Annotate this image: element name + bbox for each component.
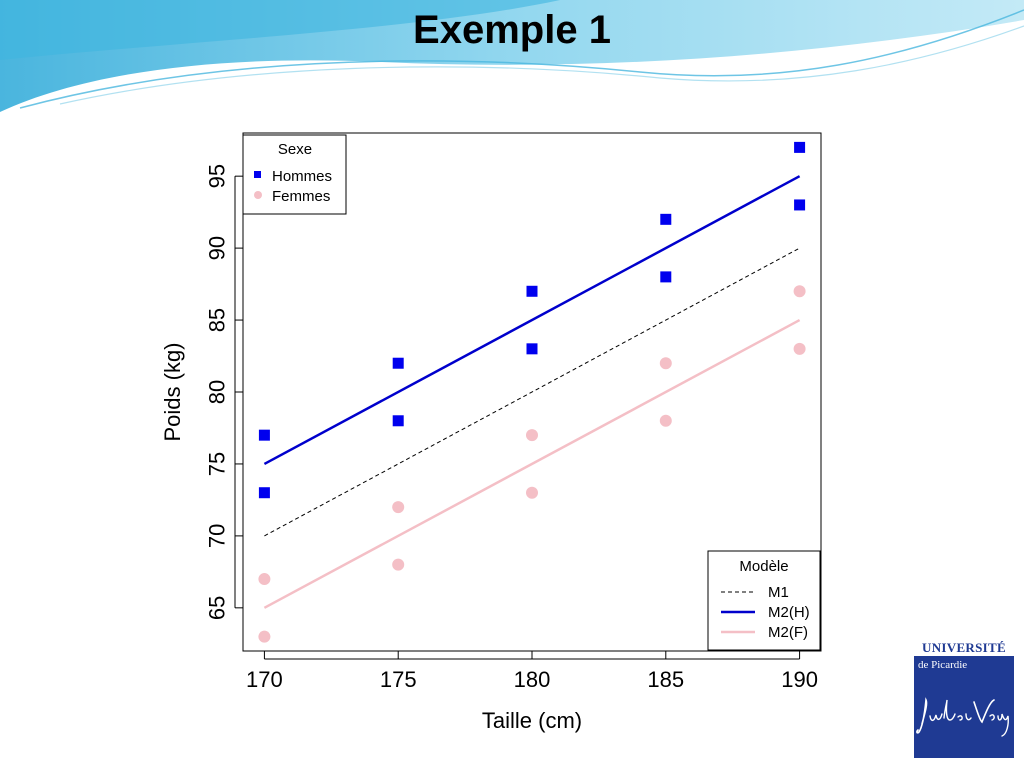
point-femmes-6 [659,357,672,370]
slide-title: Exemple 1 [413,8,611,52]
x-tick-label-175: 175 [380,667,417,692]
point-hommes-3 [392,415,404,427]
legend-m1-label: M1 [768,584,789,601]
y-axis-label: Poids (kg) [160,342,185,441]
model-line-m2f [263,318,801,609]
point-hommes-8 [794,141,806,153]
y-tick-label-70: 70 [205,524,230,548]
legend-m2h-label: M2(H) [768,604,810,621]
legend-femmes-label: Femmes [272,188,330,205]
point-hommes-5 [526,343,538,355]
logo-line1: UNIVERSITÉ [922,640,1006,655]
y-tick-label-95: 95 [205,164,230,188]
model-line-m1 [264,247,800,537]
point-hommes-4 [526,285,538,297]
point-femmes-4 [526,429,538,442]
point-hommes-1 [258,487,270,499]
point-femmes-3 [392,558,405,571]
legend-sexe-title: Sexe [278,141,312,158]
point-hommes-7 [660,271,672,283]
legend-sexe: Sexe Hommes Femmes [242,134,347,215]
point-femmes-8 [793,285,806,298]
legend-modele: Modèle M1 M2(H) M2(F) [707,550,821,651]
legend-hommes-marker [254,171,261,178]
point-hommes-0 [258,429,270,441]
point-femmes-7 [659,414,672,427]
logo-line2: de Picardie [918,659,968,671]
model-line-m2h [263,175,801,466]
legend-hommes-label: Hommes [272,168,332,185]
point-femmes-0 [258,573,271,586]
point-hommes-2 [392,357,404,369]
x-axis-label: Taille (cm) [482,708,582,733]
x-tick-label-185: 185 [647,667,684,692]
x-tick-label-180: 180 [514,667,551,692]
legend-m2f-label: M2(F) [768,624,808,641]
point-femmes-1 [258,630,271,643]
legend-femmes-marker [254,191,262,199]
slide-header-wave [0,0,1024,112]
y-tick-label-90: 90 [205,236,230,260]
point-hommes-9 [794,199,806,211]
point-hommes-6 [660,213,672,225]
y-tick-label-85: 85 [205,308,230,332]
logo-box: de Picardie [914,656,1014,758]
point-femmes-2 [392,501,405,514]
signature-icon [916,697,1009,737]
x-tick-label-190: 190 [781,667,818,692]
x-tick-label-170: 170 [246,667,283,692]
y-tick-label-75: 75 [205,452,230,476]
y-tick-label-80: 80 [205,380,230,404]
point-femmes-9 [793,342,806,355]
point-femmes-5 [526,486,538,499]
university-logo: UNIVERSITÉ de Picardie [912,640,1016,758]
legend-modele-title: Modèle [739,558,788,575]
y-tick-label-65: 65 [205,596,230,620]
